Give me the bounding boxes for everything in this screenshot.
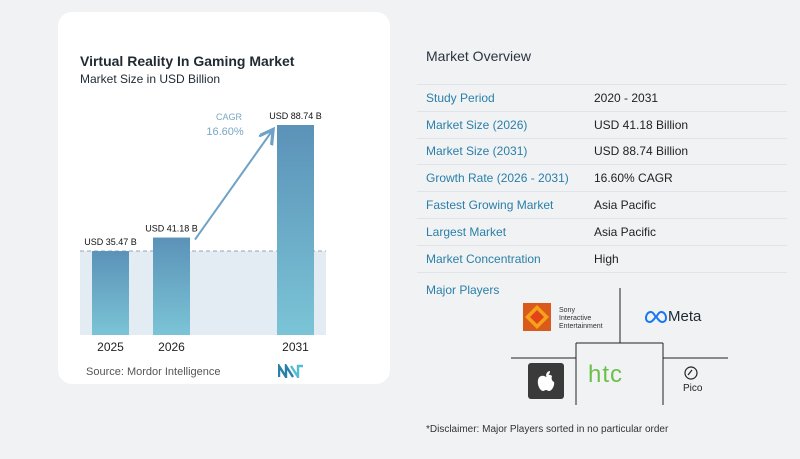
overview-row: Growth Rate (2026 - 2031) 16.60% CAGR (417, 164, 787, 192)
bar-chart: USD 35.47 B 2025 USD 41.18 B 2026 USD 88.74 … (80, 111, 326, 354)
overview-key: Market Concentration (417, 244, 585, 273)
market-overview-title: Market Overview (426, 48, 532, 64)
overview-key: Growth Rate (2026 - 2031) (417, 164, 585, 192)
disclaimer-text: *Disclaimer: Major Players sorted in no … (426, 424, 669, 435)
overview-row: Largest Market Asia Pacific (417, 217, 787, 246)
overview-row: Market Concentration High (417, 244, 787, 273)
major-players-title: Major Players (426, 283, 500, 297)
bar (277, 125, 314, 335)
overview-key: Study Period (417, 84, 585, 112)
x-tick-label: 2031 (282, 340, 309, 354)
htc-logo-text: htc (588, 361, 624, 388)
chart-title: Virtual Reality In Gaming Market (80, 53, 295, 69)
cagr-value: 16.60% (206, 126, 244, 138)
overview-value: 2020 - 2031 (585, 84, 787, 112)
x-tick-label: 2025 (97, 340, 124, 354)
source-text: Source: Mordor Intelligence (86, 366, 221, 378)
overview-key: Market Size (2026) (417, 110, 585, 139)
bar-value-label: USD 88.74 B (269, 111, 322, 121)
overview-key: Market Size (2031) (417, 137, 585, 165)
overview-value: Asia Pacific (585, 191, 787, 219)
overview-key: Fastest Growing Market (417, 191, 585, 219)
overview-key: Largest Market (417, 217, 585, 246)
bar (153, 237, 190, 335)
chart-subtitle: Market Size in USD Billion (80, 72, 221, 86)
bar-value-label: USD 41.18 B (145, 224, 198, 234)
pico-logo-text: Pico (683, 383, 703, 394)
bar (92, 251, 129, 335)
pico-logo-icon (684, 366, 698, 380)
apple-logo-icon (528, 363, 564, 399)
overview-row: Study Period 2020 - 2031 (417, 84, 787, 112)
overview-row: Market Size (2026) USD 41.18 Billion (417, 110, 787, 139)
overview-value: Asia Pacific (585, 217, 787, 246)
sony-logo-icon (523, 303, 551, 331)
cagr-label: CAGR (216, 112, 243, 122)
overview-value: 16.60% CAGR (585, 164, 787, 192)
meta-logo-text: Meta (668, 308, 702, 325)
mordor-logo-icon (278, 364, 303, 378)
bar-value-label: USD 35.47 B (84, 237, 137, 247)
meta-infinity-icon (645, 310, 667, 324)
overview-row: Fastest Growing Market Asia Pacific (417, 191, 787, 219)
cagr-arrow (194, 131, 272, 241)
overview-value: High (585, 244, 787, 273)
overview-row: Market Size (2031) USD 88.74 Billion (417, 137, 787, 165)
overview-value: USD 41.18 Billion (585, 110, 787, 139)
x-tick-label: 2026 (158, 340, 185, 354)
sony-logo-text: Sony Interactive Entertainment (559, 307, 603, 330)
market-overview-table: Study Period 2020 - 2031 Market Size (2026… (417, 84, 787, 273)
overview-value: USD 88.74 Billion (585, 137, 787, 165)
